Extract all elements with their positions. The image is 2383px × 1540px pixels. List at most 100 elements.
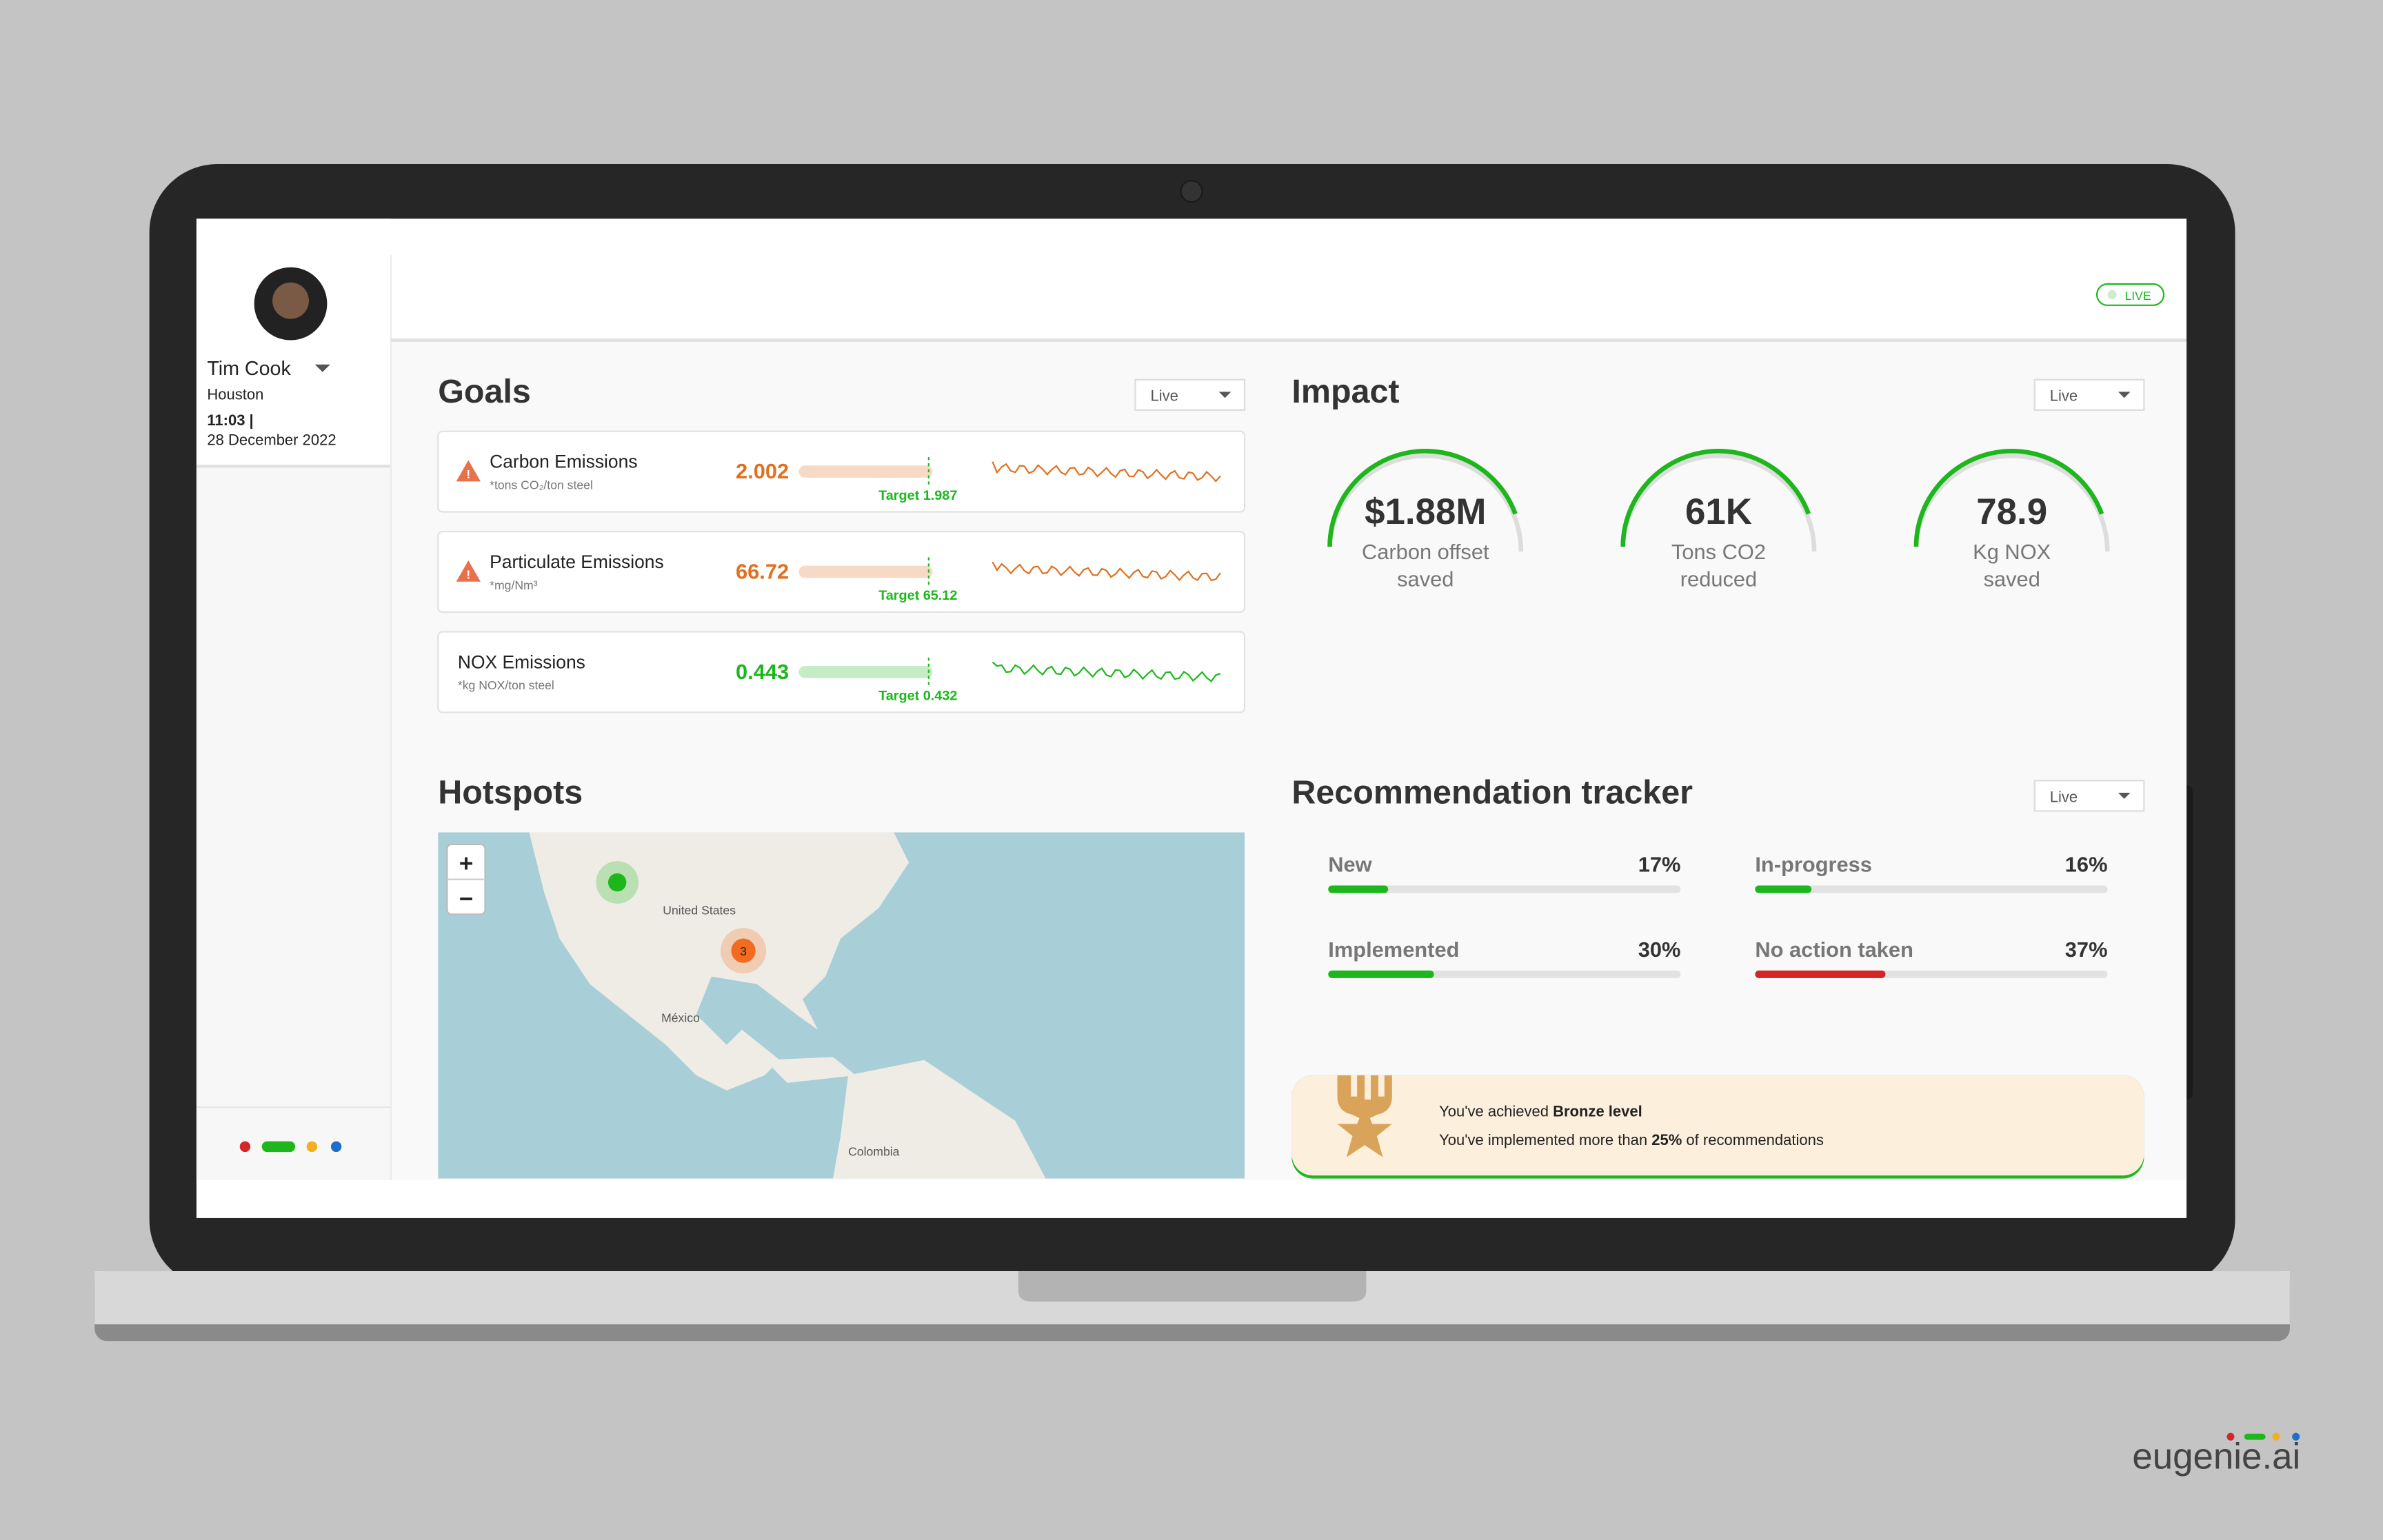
land [833, 1060, 1046, 1179]
target-label: Target [878, 588, 919, 603]
brand: eugenie.ai [2132, 1436, 2300, 1477]
brand-dot [2272, 1432, 2280, 1441]
impact-label: saved [1984, 567, 2040, 591]
target-value: 65.12 [923, 588, 958, 603]
live-dot [2107, 290, 2117, 300]
live-text: LIVE [2124, 289, 2151, 303]
progress-track [1328, 885, 1681, 893]
sparkline [992, 661, 1221, 682]
goal-card [437, 531, 1246, 613]
land [764, 1057, 856, 1083]
badge-level: Bronze level [1553, 1102, 1642, 1119]
progress-track [1755, 885, 2108, 893]
zoom-out[interactable]: − [459, 885, 474, 912]
impact-list: $1.88M Carbon offset saved 61K Tons CO2 reduc… [1327, 449, 2110, 591]
impact-value: $1.88M [1365, 492, 1486, 532]
user-location: Houston [207, 385, 263, 403]
map[interactable]: + − United States México Colombia 3 [438, 832, 1245, 1179]
goal-value: 2.002 [736, 459, 789, 483]
warning-mark: ! [466, 467, 470, 481]
goals-filter[interactable] [1134, 378, 1246, 411]
goals-title: Goals [438, 373, 531, 410]
target-value: 1.987 [923, 488, 958, 503]
brand-dot [2226, 1432, 2235, 1441]
goal-unit: *tons CO₂/ton steel [490, 478, 593, 492]
camera [1180, 180, 1203, 203]
progress-bar [1328, 885, 1389, 893]
badge-line2: You've implemented more than 25% of reco… [1439, 1131, 1824, 1148]
recommendation-percent: 30% [1638, 938, 1681, 962]
recommendation-percent: 16% [2065, 853, 2108, 877]
logo-dot [239, 1141, 251, 1153]
warning-icon [456, 460, 481, 482]
badge-line1: You've achieved Bronze level [1439, 1102, 1642, 1119]
logo-dot [306, 1141, 318, 1153]
goal-name: Carbon Emissions [490, 452, 637, 472]
map-label: United States [663, 903, 736, 917]
land [529, 832, 909, 1091]
goal-bar [798, 465, 933, 478]
goal-target: Target 65.12 [878, 588, 957, 603]
sidebar [196, 467, 391, 1180]
impact-label: Tons CO2 [1671, 540, 1766, 564]
goal-unit: *mg/Nm³ [490, 578, 538, 592]
recommendation-percent: 17% [1638, 853, 1681, 877]
goal-target: Target 1.987 [878, 488, 957, 503]
gauge-arc [1620, 449, 1811, 547]
logo-dot [261, 1141, 296, 1153]
progress-bar [1755, 885, 1812, 893]
impact-value: 78.9 [1976, 492, 2047, 532]
goals-filter-text: Live [1151, 387, 1178, 405]
map-label: Colombia [848, 1145, 900, 1159]
cluster-count: 3 [740, 944, 747, 958]
impact-label: reduced [1680, 567, 1757, 591]
cluster[interactable] [731, 938, 756, 963]
recommendations-filter-text: Live [2050, 788, 2078, 805]
hotspot[interactable] [607, 873, 627, 892]
avatar-face [272, 282, 309, 319]
caret [2118, 793, 2131, 799]
sparkline [992, 561, 1221, 582]
goal-target: Target 0.432 [878, 689, 957, 704]
brand-dot [2292, 1432, 2300, 1441]
impact-label: Carbon offset [1362, 540, 1489, 564]
target-value: 0.432 [923, 689, 958, 704]
warning-mark: ! [466, 567, 470, 581]
user-date: 28 December 2022 [207, 432, 336, 449]
goal-unit: *kg NOX/ton steel [458, 678, 554, 692]
recommendation-percent: 37% [2065, 938, 2108, 962]
goal-name: Particulate Emissions [490, 551, 664, 572]
badge-text: of recommendations [1682, 1131, 1824, 1148]
gauge-arc [1913, 449, 2104, 547]
goal-card [437, 631, 1246, 713]
user-time: 11:03 | [207, 412, 253, 429]
zoom-in[interactable]: + [459, 851, 474, 878]
goal-name: NOX Emissions [458, 651, 585, 672]
user-menu-caret[interactable] [314, 364, 330, 372]
user-name[interactable]: Tim Cook [207, 358, 291, 380]
live-badge [2095, 283, 2165, 306]
caret [2118, 392, 2131, 398]
goal-bar [798, 666, 933, 678]
gauge-arc [1327, 449, 1518, 547]
profile-card [196, 219, 391, 467]
goal-value: 66.72 [736, 559, 789, 583]
recommendation-name: In-progress [1755, 853, 1872, 877]
medal-star [1337, 1105, 1392, 1157]
achievement-badge [1291, 1075, 2144, 1176]
badge-text: You've achieved [1439, 1102, 1553, 1119]
target-label: Target [878, 488, 919, 503]
warning-icon [456, 560, 481, 582]
sparkline [992, 461, 1221, 483]
goal-value: 0.443 [736, 660, 789, 684]
badge-threshold: 25% [1651, 1131, 1682, 1148]
goals-list: ! Carbon Emissions *tons CO₂/ton steel 2.00… [437, 430, 1246, 713]
hotspots-title: Hotspots [438, 773, 583, 811]
target-label: Target [878, 689, 919, 704]
recommendation-name: Implemented [1328, 938, 1459, 962]
badge-text: You've implemented more than [1439, 1131, 1651, 1148]
impact-title: Impact [1291, 373, 1399, 410]
recommendation-name: New [1328, 853, 1372, 877]
logo-dot [330, 1141, 342, 1153]
